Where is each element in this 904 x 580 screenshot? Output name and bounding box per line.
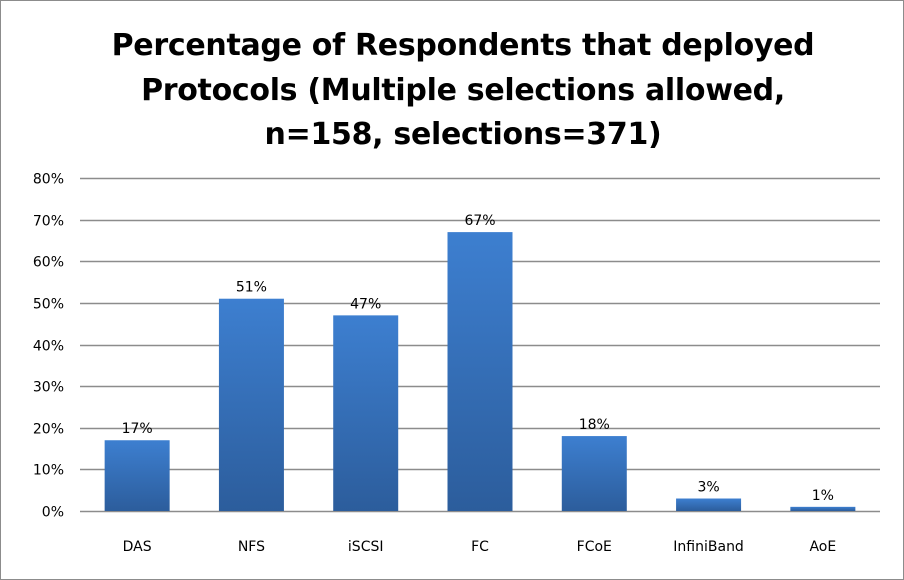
x-category-label: iSCSI [348,539,384,555]
bar-fcoe [561,436,627,511]
data-label: 67% [464,213,495,229]
chart-title: Percentage of Respondents that deployed … [60,24,866,158]
y-tick-label: 20% [33,422,64,438]
y-tick-label: 10% [33,463,64,479]
y-tick-label: 40% [33,339,64,355]
data-label: 47% [350,296,381,312]
data-label: 1% [812,488,834,504]
chart-title-line-2: Protocols (Multiple selections allowed, [141,72,785,108]
bar-das [104,440,170,511]
x-category-label: DAS [123,539,152,555]
data-label: 17% [122,421,153,437]
x-category-label: AoE [809,539,836,555]
x-category-label: InfiniBand [673,539,744,555]
bar-fc [447,232,513,512]
bar-iscsi [333,315,399,511]
data-label: 18% [579,417,610,433]
data-label: 51% [236,280,267,296]
chart-title-line-3: n=158, selections=371) [264,117,662,152]
chart-title-line-1: Percentage of Respondents that deployed [111,28,815,63]
bar-infiniband [676,498,742,511]
y-tick-label: 0% [42,505,64,521]
y-tick-label: 50% [33,297,64,313]
x-category-label: FC [471,539,489,555]
data-label: 3% [697,480,719,496]
x-category-label: NFS [238,539,265,555]
y-tick-label: 70% [33,214,64,230]
bar-aoe [790,506,856,511]
y-tick-label: 60% [33,255,64,271]
bar-nfs [218,298,284,511]
y-tick-label: 80% [33,172,64,188]
x-category-label: FCoE [577,539,612,555]
y-tick-label: 30% [33,380,64,396]
